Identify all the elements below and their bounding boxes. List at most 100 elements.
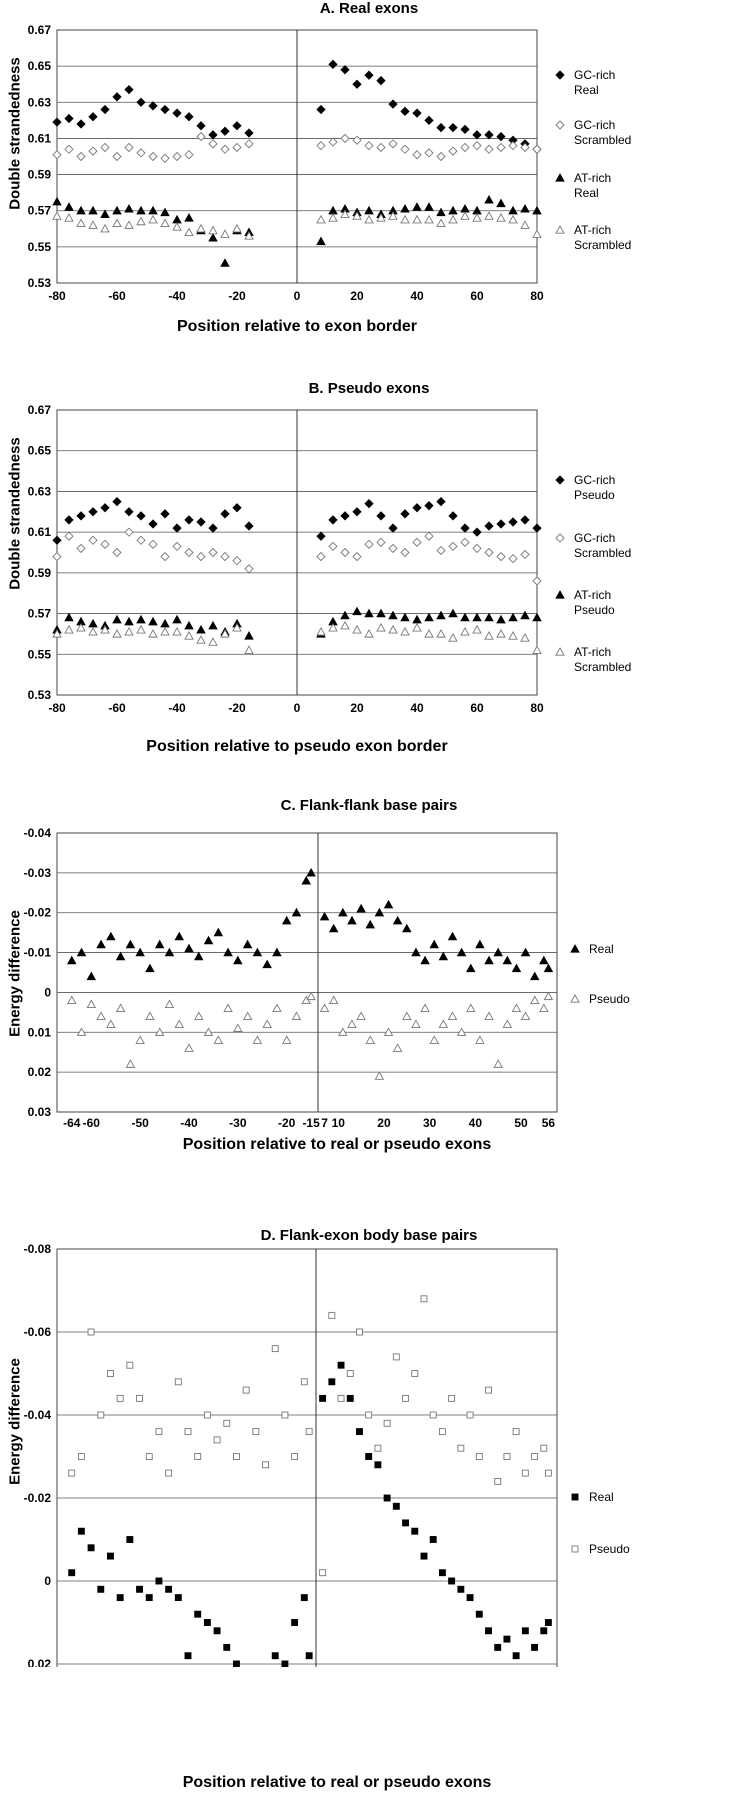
data-point <box>203 1027 214 1036</box>
data-point <box>496 213 506 222</box>
data-point <box>64 202 74 211</box>
data-point <box>160 626 170 636</box>
data-point <box>448 608 458 618</box>
x-tick-label: 56 <box>542 1116 556 1130</box>
data-point <box>124 203 134 213</box>
data-point <box>364 214 374 224</box>
data-point <box>154 939 165 949</box>
data-point <box>364 539 374 549</box>
data-point <box>532 205 542 215</box>
data-point <box>520 220 530 229</box>
data-point <box>484 631 494 640</box>
data-point <box>316 214 326 224</box>
data-point <box>374 907 385 917</box>
data-point <box>174 1594 182 1602</box>
data-point <box>337 1394 345 1402</box>
data-point <box>160 207 170 217</box>
data-point <box>124 507 134 517</box>
data-point <box>148 519 158 529</box>
data-point <box>374 1461 382 1469</box>
data-point <box>543 991 554 1001</box>
data-point <box>520 947 531 957</box>
data-point <box>160 618 170 628</box>
data-point <box>145 1011 155 1020</box>
series-pseudo <box>67 991 554 1080</box>
data-point <box>124 527 134 537</box>
data-point <box>184 1428 192 1436</box>
plot-area: 0.53 0.55 0.57 0.59 0.61 0.63 0.65 0.67 -80 -60 -4… <box>28 403 632 715</box>
data-point <box>346 1370 354 1377</box>
data-point <box>376 608 386 618</box>
series-at-rich-scrambled <box>52 620 542 654</box>
y-tick-label: 0.57 <box>28 204 52 218</box>
data-point <box>424 202 434 211</box>
data-point <box>52 535 62 545</box>
x-tick-label: 20 <box>377 1116 391 1130</box>
data-point <box>472 543 482 554</box>
data-point <box>100 142 110 153</box>
data-point <box>194 1610 202 1618</box>
data-point <box>346 1394 354 1402</box>
data-point <box>347 915 357 925</box>
data-point <box>412 202 422 211</box>
data-point <box>262 959 272 969</box>
data-point <box>448 122 458 133</box>
data-point <box>213 1035 224 1044</box>
data-point <box>532 523 542 533</box>
plot-area: -0.08-0.06-0.04-0.0200.020.04-64-60-50-4… <box>24 1242 630 1667</box>
data-point <box>88 112 98 122</box>
x-axis-label: Position relative to real or pseudo exon… <box>182 1136 492 1153</box>
x-tick-label: 10 <box>332 1116 346 1130</box>
data-point <box>340 209 350 218</box>
data-point <box>196 635 206 644</box>
data-point <box>424 501 434 511</box>
data-point <box>262 1019 272 1028</box>
data-point <box>242 1011 253 1020</box>
data-point <box>496 131 506 142</box>
data-point <box>411 947 421 957</box>
data-point <box>485 1386 492 1394</box>
data-point <box>88 146 98 156</box>
data-point <box>305 1428 313 1436</box>
data-point <box>220 229 230 238</box>
data-point <box>520 549 530 560</box>
data-point <box>160 218 170 228</box>
data-point <box>174 931 184 941</box>
data-point <box>365 1035 376 1044</box>
data-point <box>316 141 326 151</box>
legend-marker <box>555 173 565 182</box>
data-point <box>529 971 540 981</box>
data-point <box>148 616 158 626</box>
data-point <box>165 1469 173 1477</box>
data-point <box>328 923 339 933</box>
data-point <box>76 218 86 228</box>
data-point <box>448 146 458 156</box>
data-point <box>352 624 362 634</box>
x-tick-label: 20 <box>350 289 364 303</box>
data-point <box>316 236 326 246</box>
data-point <box>352 135 362 145</box>
data-point <box>87 1544 95 1552</box>
data-point <box>306 991 316 1001</box>
data-point <box>400 626 410 636</box>
data-point <box>493 1059 503 1068</box>
legend-label: GC-rich <box>574 473 615 487</box>
series-gc-rich-real <box>52 59 542 154</box>
data-point <box>155 1577 163 1585</box>
data-point <box>196 551 206 562</box>
x-tick-label: 80 <box>530 289 544 303</box>
data-point <box>472 612 482 622</box>
data-point <box>412 214 422 224</box>
y-tick-label: 0.59 <box>28 168 52 182</box>
x-tick-label: 40 <box>469 1116 483 1130</box>
data-point <box>242 939 253 949</box>
data-point <box>172 222 182 231</box>
data-point <box>543 963 554 973</box>
data-point <box>316 531 326 541</box>
data-point <box>208 523 218 533</box>
x-tick-label: 40 <box>410 289 424 303</box>
data-point <box>412 150 422 160</box>
data-point <box>64 144 74 154</box>
legend-label: Pseudo <box>589 1542 630 1556</box>
data-point <box>424 214 434 224</box>
